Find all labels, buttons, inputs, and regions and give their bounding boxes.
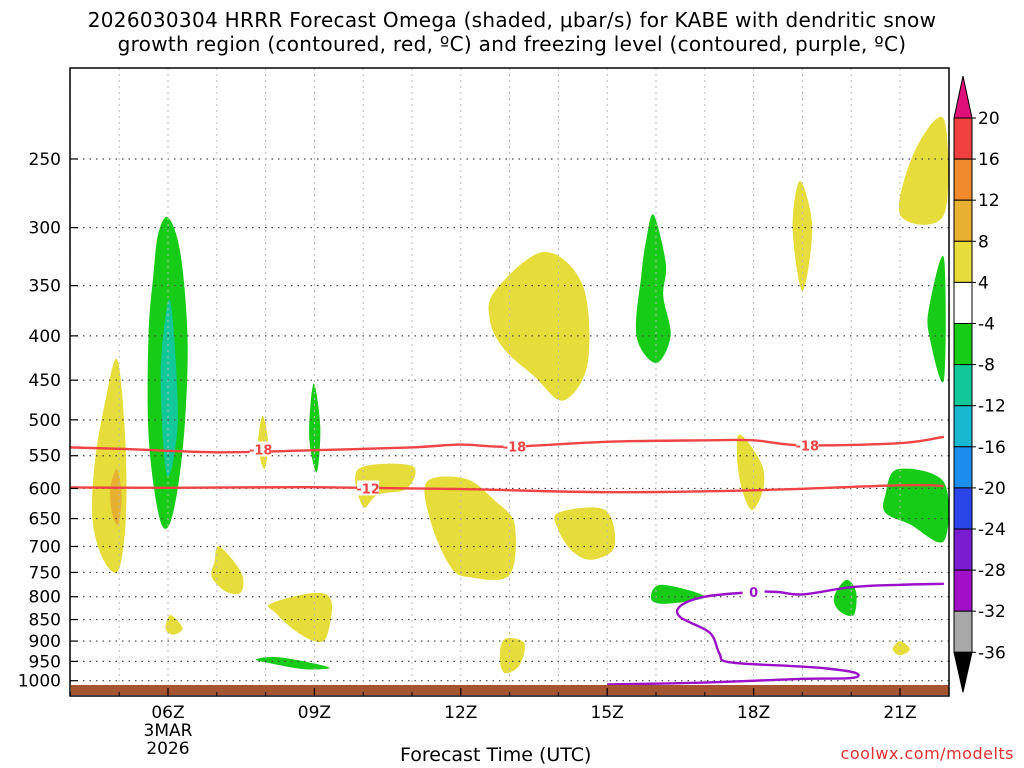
colorbar-swatch bbox=[953, 199, 973, 242]
colorbar-label: 12 bbox=[978, 191, 1000, 211]
x-tick-label-9: 09Z bbox=[298, 703, 331, 723]
chart-title: 2026030304 HRRR Forecast Omega (shaded, … bbox=[0, 8, 1024, 56]
colorbar-label: 4 bbox=[978, 273, 989, 293]
colorbar-label: -12 bbox=[978, 397, 1006, 417]
colorbar-label: -20 bbox=[978, 479, 1006, 499]
y-tick-label-1000: 1000 bbox=[18, 672, 61, 692]
shaded-yellow-21z-small bbox=[892, 641, 910, 656]
y-tick-label-500: 500 bbox=[29, 411, 61, 431]
contour-label-bg bbox=[742, 583, 765, 599]
colorbar-bottom-triangle bbox=[953, 651, 973, 693]
shaded-green-21z-mid bbox=[883, 468, 949, 543]
colorbar-label: -32 bbox=[978, 602, 1006, 622]
x-tick-label-12: 12Z bbox=[444, 703, 477, 723]
colorbar-swatch bbox=[953, 158, 973, 201]
y-tick-label-750: 750 bbox=[29, 563, 61, 583]
colorbar-label: -24 bbox=[978, 520, 1006, 540]
contour-label-bg bbox=[796, 437, 819, 453]
x-tick-label-15: 15Z bbox=[591, 703, 624, 723]
y-tick-label-400: 400 bbox=[29, 327, 61, 347]
colorbar-swatch bbox=[953, 364, 973, 407]
colorbar-swatch bbox=[953, 569, 973, 612]
y-tick-label-250: 250 bbox=[29, 150, 61, 170]
x-date-label: 3MAR bbox=[144, 721, 193, 741]
colorbar-label: -16 bbox=[978, 438, 1006, 458]
terrain-strip bbox=[71, 685, 949, 695]
y-tick-label-950: 950 bbox=[29, 652, 61, 672]
shaded-yellow-10z-blob bbox=[355, 463, 416, 508]
colorbar-label: -36 bbox=[978, 643, 1006, 663]
shaded-green-0830z-low bbox=[255, 657, 330, 670]
shaded-yellow-1430z-mid bbox=[554, 507, 616, 560]
y-tick-label-800: 800 bbox=[29, 588, 61, 608]
contour-freezing-level bbox=[607, 582, 944, 686]
y-tick-label-300: 300 bbox=[29, 219, 61, 239]
shaded-green-1630z-low bbox=[650, 584, 705, 604]
y-tick-label-350: 350 bbox=[29, 277, 61, 297]
y-tick-label-900: 900 bbox=[29, 632, 61, 652]
y-tick-label-600: 600 bbox=[29, 479, 61, 499]
colorbar-label: 16 bbox=[978, 150, 1000, 170]
contour-label-bg bbox=[357, 480, 380, 496]
colorbar-swatch bbox=[953, 405, 973, 448]
shaded-yellow-19z-upper bbox=[792, 180, 813, 291]
omega-shading-layer bbox=[91, 116, 949, 674]
colorbar-swatch bbox=[953, 528, 973, 571]
title-line-2: growth region (contoured, red, ºC) and f… bbox=[117, 32, 907, 56]
shaded-teal-core-06z bbox=[160, 299, 178, 477]
x-tick-label-21: 21Z bbox=[883, 703, 916, 723]
shaded-yellow-0830z-blob bbox=[267, 592, 333, 642]
y-tick-label-700: 700 bbox=[29, 537, 61, 557]
colorbar-swatch bbox=[953, 117, 973, 160]
colorbar-label: -28 bbox=[978, 561, 1006, 581]
shaded-yellow-22z-top bbox=[898, 116, 949, 225]
contour-label-dgz-bottom: -12 bbox=[356, 482, 380, 497]
shaded-yellow-14z-upper bbox=[488, 251, 590, 401]
gridlines bbox=[69, 68, 949, 696]
x-tick-label-6: 06Z bbox=[151, 703, 184, 723]
y-axis: 2503003504004505005506006507007508008509… bbox=[18, 150, 78, 692]
colorbar-top-triangle bbox=[953, 75, 973, 119]
y-tick-label-850: 850 bbox=[29, 611, 61, 631]
colorbar-label: 8 bbox=[978, 232, 989, 252]
colorbar-label: -8 bbox=[978, 356, 995, 376]
shaded-yellow-05z-column bbox=[91, 358, 127, 573]
y-tick-label-450: 450 bbox=[29, 371, 61, 391]
contour-dgz-bottom bbox=[70, 483, 944, 494]
contour-lines: -18 -18 -18 -12 0 bbox=[70, 435, 945, 686]
colorbar: 20 16 12 8 4 -4 -8 -12 -16 -20 -24 -28 -32 -36 bbox=[953, 75, 1006, 693]
colorbar-label: -4 bbox=[978, 315, 995, 335]
shaded-yellow-18z-sliver bbox=[736, 434, 765, 510]
contour-label-dgz-top: -18 bbox=[796, 439, 820, 454]
colorbar-swatch bbox=[953, 240, 973, 283]
colorbar-swatch bbox=[953, 446, 973, 489]
contour-label-bg bbox=[503, 438, 526, 454]
x-axis-label: Forecast Time (UTC) bbox=[400, 744, 592, 766]
contour-label-dgz-top: -18 bbox=[249, 444, 273, 459]
colorbar-swatch bbox=[953, 323, 973, 366]
shaded-green-20z-low bbox=[833, 579, 857, 617]
colorbar-swatch bbox=[953, 610, 973, 653]
shaded-yellow-07z-blob bbox=[211, 546, 244, 595]
contour-label-freezing-level: 0 bbox=[749, 586, 758, 601]
title-line-1: 2026030304 HRRR Forecast Omega (shaded, … bbox=[87, 8, 937, 32]
x-year-label: 2026 bbox=[146, 739, 189, 759]
credit-text: coolwx.com/modelts bbox=[840, 744, 1014, 763]
contour-label-dgz-top: -18 bbox=[503, 441, 527, 456]
x-tick-label-18: 18Z bbox=[737, 703, 770, 723]
shaded-yellow-0530z-sliver bbox=[165, 615, 183, 635]
y-tick-label-550: 550 bbox=[29, 447, 61, 467]
colorbar-label: 20 bbox=[978, 109, 1000, 129]
colorbar-swatch bbox=[953, 281, 973, 324]
shaded-yellow-12z-blob bbox=[424, 476, 516, 581]
shaded-green-16z-upper bbox=[635, 214, 671, 364]
shaded-green-22z-upper bbox=[927, 255, 946, 383]
colorbar-swatch bbox=[953, 487, 973, 530]
shaded-yellow-13z-small bbox=[499, 637, 525, 674]
contour-label-bg bbox=[249, 441, 272, 457]
y-tick-label-650: 650 bbox=[29, 510, 61, 530]
